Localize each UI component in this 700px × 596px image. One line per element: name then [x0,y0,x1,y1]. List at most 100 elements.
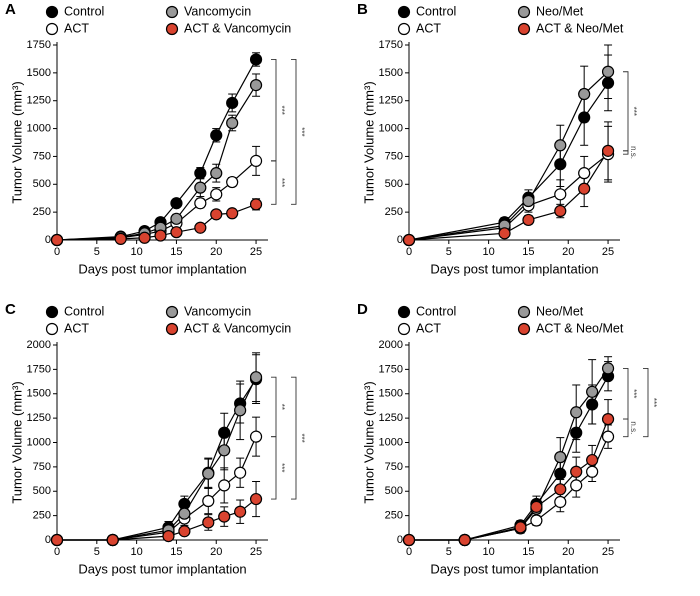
y-tick-label: 1500 [379,388,403,400]
data-point [218,479,231,492]
data-point [162,530,175,543]
significance-bracket [623,150,629,155]
data-point [138,231,151,244]
legend-label: Vancomycin [184,304,251,318]
panel-label: A [5,1,16,18]
data-point [178,507,191,520]
y-tick-label: 1000 [379,122,403,134]
data-point [601,144,615,157]
x-tick-label: 10 [130,546,142,558]
data-point [50,233,64,247]
y-tick-label: 500 [385,178,403,190]
data-point [194,197,207,210]
data-point [578,167,591,180]
series-line [408,82,609,241]
legend-marker [517,305,531,319]
significance-label: ** [277,404,286,410]
y-tick-label: 1500 [379,67,403,79]
x-tick-label: 25 [602,246,614,258]
y-tick-label: 750 [33,150,51,162]
data-point [578,87,591,101]
data-point [226,207,239,220]
significance-label: *** [629,389,638,398]
x-tick-label: 10 [482,246,494,258]
data-point [249,492,263,506]
y-tick-label: 500 [33,178,51,190]
y-tick-label: 1000 [27,122,51,134]
x-tick-label: 15 [522,246,534,258]
data-point [554,495,567,509]
legend-marker [165,5,179,19]
data-point [554,467,567,480]
legend-marker [45,305,59,319]
data-point [202,494,215,508]
legend-marker [397,22,411,36]
data-point [601,76,615,89]
data-point [170,226,183,239]
x-tick-label: 5 [94,246,100,258]
y-tick-label: 2000 [27,339,51,351]
panel-label: D [357,301,368,318]
data-point [170,197,183,210]
panel-label: C [5,301,16,318]
x-axis-label: Days post tumor implantation [430,261,598,276]
y-tick-label: 1250 [27,412,51,424]
legend-marker [165,22,179,36]
x-tick-label: 0 [406,246,412,258]
y-axis-label: Tumor Volume (mm³) [9,381,24,503]
significance-bracket [271,160,277,205]
legend-label: Vancomycin [184,4,251,18]
data-point [522,194,535,208]
data-point [114,232,127,245]
series-line [408,150,609,241]
x-tick-label: 20 [210,546,222,558]
panel: A 0 250 500 750 1000 1250 1500 1750 0 5 10 15 20 25 Day… [5,1,306,276]
y-tick-label: 1500 [27,388,51,400]
y-tick-label: 1500 [27,67,51,79]
significance-bracket [271,59,277,162]
y-tick-label: 500 [385,485,403,497]
data-point [178,525,191,538]
significance-bracket [271,436,277,500]
x-tick-label: 0 [54,246,60,258]
x-tick-label: 20 [562,246,574,258]
data-point [554,188,567,201]
data-point [586,385,599,398]
legend-marker [165,305,179,319]
significance-label: *** [629,107,638,116]
data-point [402,533,416,547]
y-tick-label: 2000 [379,339,403,351]
data-point [554,139,567,152]
y-tick-label: 1250 [379,95,403,107]
x-tick-label: 0 [54,546,60,558]
y-tick-label: 1000 [27,436,51,448]
data-point [570,426,583,439]
data-point [458,533,471,547]
data-point [586,465,599,478]
series-line [408,71,609,241]
data-point [249,430,263,443]
data-point [570,465,583,478]
x-axis-label: Days post tumor implantation [78,261,246,276]
series-line [57,376,257,541]
legend-marker [397,322,411,336]
y-axis-label: Tumor Volume (mm³) [361,81,376,203]
significance-bracket [623,418,629,438]
legend-marker [45,22,59,36]
data-point [194,167,207,180]
data-point [194,221,207,234]
x-tick-label: 5 [446,246,452,258]
data-point [249,154,263,167]
legend-marker [45,5,59,19]
legend-marker [165,322,179,336]
data-point [210,188,223,201]
series-line [56,84,257,241]
significance-label: *** [649,398,658,407]
y-tick-label: 1750 [27,39,51,51]
legend-marker [517,22,531,36]
data-point [226,96,239,110]
legend-marker [517,322,531,336]
x-axis-label: Days post tumor implantation [78,561,246,576]
x-tick-label: 15 [522,546,534,558]
